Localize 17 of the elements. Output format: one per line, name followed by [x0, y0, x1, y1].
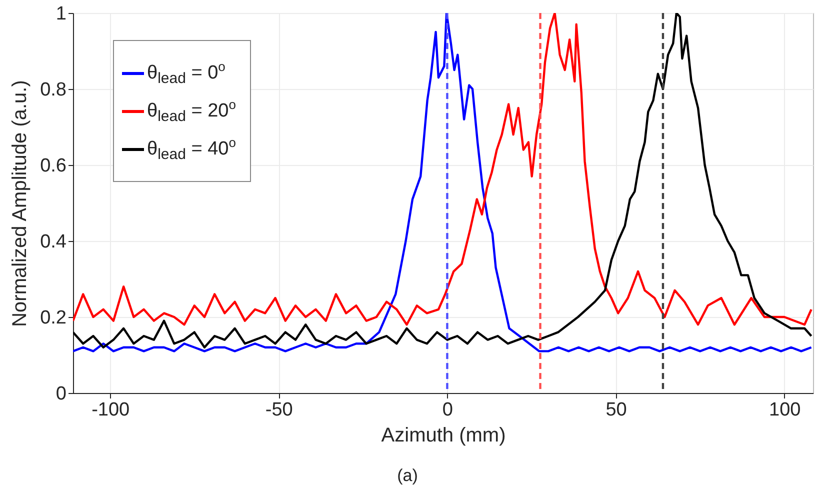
legend-label: θ$_{lead}$ = 20$^{o}$: [147, 97, 236, 126]
legend-label: θ$_{lead}$ = 0$^{o}$: [147, 59, 226, 88]
x-axis-title: Azimuth (mm): [381, 424, 506, 446]
x-tick-label: 50: [606, 400, 627, 420]
text: (a): [396, 466, 419, 486]
x-tick-label: -50: [265, 400, 293, 420]
y-axis-title: Normalized Amplitude (a.u.): [9, 80, 32, 327]
y-tick-label: 0: [56, 384, 66, 404]
y-tick-label: 0.2: [40, 308, 66, 328]
legend-label: θ$_{lead}$ = 40$^{o}$: [147, 135, 236, 164]
y-tick-label: 0.4: [40, 232, 67, 252]
x-tick-label: 0: [442, 400, 454, 420]
x-tick-label: 100: [768, 400, 801, 420]
x-tick-label: -100: [92, 400, 130, 420]
y-tick-label: 1: [56, 4, 66, 24]
y-tick-label: 0.8: [40, 80, 66, 100]
y-tick-label: 0.6: [40, 156, 66, 176]
